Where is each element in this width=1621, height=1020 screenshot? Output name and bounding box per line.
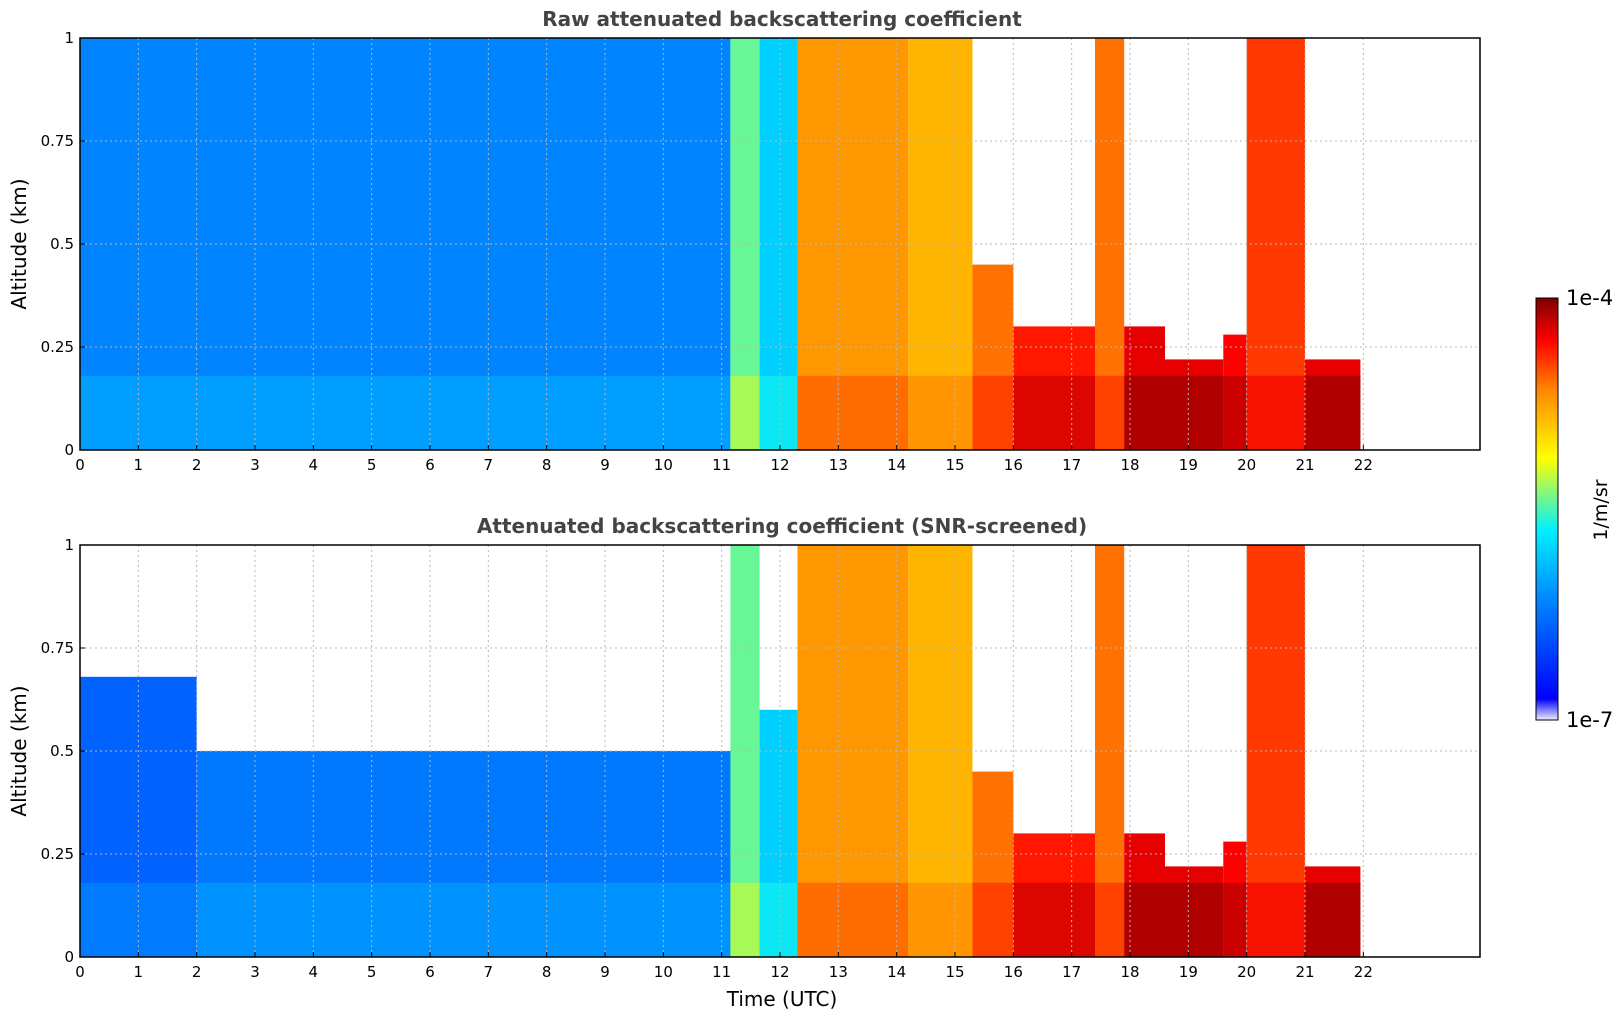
x-tick-label: 19 bbox=[1179, 456, 1198, 474]
heatmap-band-lower bbox=[1095, 375, 1125, 450]
colorbar bbox=[1535, 297, 1559, 721]
x-tick-label: 16 bbox=[1004, 963, 1023, 981]
x-tick-label: 21 bbox=[1295, 456, 1314, 474]
x-tick-label: 9 bbox=[600, 963, 610, 981]
x-tick-label: 4 bbox=[309, 963, 319, 981]
heatmap-band-lower bbox=[1165, 882, 1224, 957]
x-tick-label: 3 bbox=[250, 963, 260, 981]
heatmap-band-lower bbox=[196, 882, 731, 957]
x-tick-label: 22 bbox=[1354, 456, 1373, 474]
heatmap-band-lower bbox=[1305, 882, 1361, 957]
x-tick-label: 17 bbox=[1062, 963, 1081, 981]
x-tick-label: 20 bbox=[1237, 963, 1256, 981]
colorbar-max-label: 1e-4 bbox=[1566, 286, 1613, 310]
heatmap-band-lower bbox=[1013, 882, 1095, 957]
x-tick-label: 0 bbox=[75, 963, 85, 981]
colorbar-unit-label: 1/m/sr bbox=[1590, 479, 1612, 540]
heatmap-band-lower bbox=[797, 375, 909, 450]
heatmap-band-lower bbox=[730, 375, 760, 450]
x-axis: 0 1 2 3 4 5 6 7 8 9 10 11 12 13 14 15 16 17 18 19 20 21 22 bbox=[75, 952, 1373, 981]
x-tick-label: 20 bbox=[1237, 456, 1256, 474]
heatmap-band-lower bbox=[80, 375, 731, 450]
x-tick-label: 11 bbox=[712, 963, 731, 981]
heatmap-band-lower bbox=[972, 375, 1014, 450]
y-tick-label: 0.5 bbox=[50, 235, 74, 253]
y-tick-label: 0.75 bbox=[41, 639, 74, 657]
y-axis-label: Altitude (km) bbox=[7, 178, 31, 309]
x-tick-label: 16 bbox=[1004, 456, 1023, 474]
x-tick-label: 6 bbox=[425, 456, 435, 474]
x-tick-label: 15 bbox=[945, 963, 964, 981]
heatmap-band-lower bbox=[1246, 882, 1305, 957]
x-tick-label: 4 bbox=[309, 456, 319, 474]
x-tick-label: 8 bbox=[542, 963, 552, 981]
x-tick-label: 2 bbox=[192, 456, 202, 474]
y-tick-label: 0.25 bbox=[41, 845, 74, 863]
heatmap-band-lower bbox=[1013, 375, 1095, 450]
x-axis-label: Time (UTC) bbox=[726, 987, 838, 1011]
y-tick-label: 0.75 bbox=[41, 132, 74, 150]
x-tick-label: 1 bbox=[134, 456, 144, 474]
x-tick-label: 22 bbox=[1354, 963, 1373, 981]
x-tick-label: 6 bbox=[425, 963, 435, 981]
heatmap-band-lower bbox=[1095, 882, 1125, 957]
y-tick-label: 1 bbox=[64, 536, 74, 554]
y-axis: 0 0.25 0.5 0.75 1 bbox=[41, 29, 85, 459]
y-tick-label: 0.5 bbox=[50, 742, 74, 760]
x-tick-label: 10 bbox=[654, 456, 673, 474]
x-tick-label: 19 bbox=[1179, 963, 1198, 981]
heatmap-band-lower bbox=[1223, 882, 1247, 957]
x-tick-label: 8 bbox=[542, 456, 552, 474]
chart-title: Raw attenuated backscattering coefficien… bbox=[542, 7, 1022, 31]
x-tick-label: 10 bbox=[654, 963, 673, 981]
x-tick-label: 18 bbox=[1120, 456, 1139, 474]
x-tick-label: 12 bbox=[770, 963, 789, 981]
y-tick-label: 1 bbox=[64, 29, 74, 47]
heatmap-band-lower bbox=[908, 375, 973, 450]
x-tick-label: 21 bbox=[1295, 963, 1314, 981]
heatmap-band-lower bbox=[908, 882, 973, 957]
x-tick-label: 3 bbox=[250, 456, 260, 474]
heatmap-band-lower bbox=[1124, 882, 1165, 957]
heatmap-band-lower bbox=[1305, 375, 1361, 450]
x-tick-label: 14 bbox=[887, 963, 906, 981]
y-axis: 0 0.25 0.5 0.75 1 bbox=[41, 536, 85, 966]
x-tick-label: 14 bbox=[887, 456, 906, 474]
x-tick-label: 12 bbox=[770, 456, 789, 474]
x-tick-label: 11 bbox=[712, 456, 731, 474]
x-tick-label: 7 bbox=[484, 963, 494, 981]
x-tick-label: 13 bbox=[829, 456, 848, 474]
x-tick-label: 2 bbox=[192, 963, 202, 981]
x-tick-label: 1 bbox=[134, 963, 144, 981]
heatmap-band-lower bbox=[1223, 375, 1247, 450]
heatmap-band-lower bbox=[972, 882, 1014, 957]
x-tick-label: 7 bbox=[484, 456, 494, 474]
heatmap-band-lower bbox=[1246, 375, 1305, 450]
heatmap-band-lower bbox=[730, 882, 760, 957]
y-tick-label: 0 bbox=[64, 948, 74, 966]
heatmap-band-lower bbox=[1165, 375, 1224, 450]
heatmap-band-lower bbox=[759, 375, 798, 450]
x-tick-label: 17 bbox=[1062, 456, 1081, 474]
y-tick-label: 0.25 bbox=[41, 338, 74, 356]
x-tick-label: 13 bbox=[829, 963, 848, 981]
y-tick-label: 0 bbox=[64, 441, 74, 459]
colorbar-min-label: 1e-7 bbox=[1566, 708, 1613, 732]
x-tick-label: 18 bbox=[1120, 963, 1139, 981]
y-axis-label: Altitude (km) bbox=[7, 685, 31, 816]
x-tick-label: 5 bbox=[367, 963, 377, 981]
heatmap-band-lower bbox=[759, 882, 798, 957]
x-axis: 0 1 2 3 4 5 6 7 8 9 10 11 12 13 14 15 16 17 18 19 20 21 22 bbox=[75, 445, 1373, 474]
x-tick-label: 0 bbox=[75, 456, 85, 474]
x-tick-label: 15 bbox=[945, 456, 964, 474]
heatmap-band-lower bbox=[1124, 375, 1165, 450]
x-tick-label: 5 bbox=[367, 456, 377, 474]
heatmap-band-lower bbox=[797, 882, 909, 957]
chart-title: Attenuated backscattering coefficient (S… bbox=[477, 514, 1087, 538]
x-tick-label: 9 bbox=[600, 456, 610, 474]
